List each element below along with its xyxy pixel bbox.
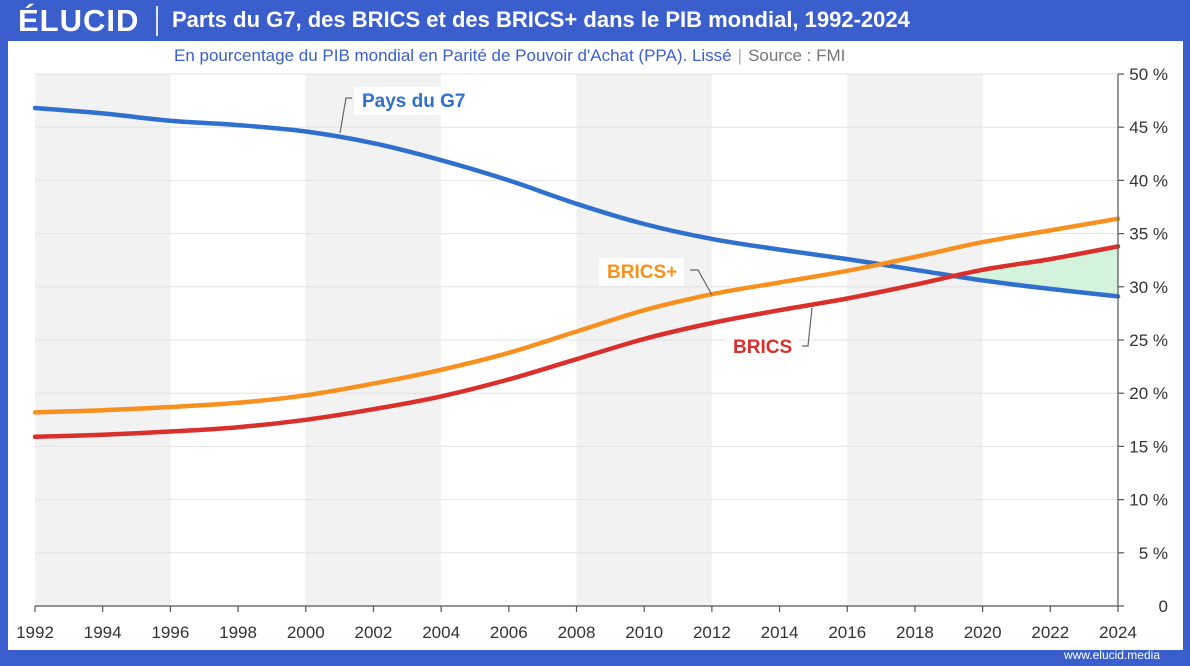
y-tick-label-8: 40 % [1129, 171, 1168, 190]
x-tick-label-1: 1994 [84, 623, 122, 642]
x-tick-label-13: 2018 [896, 623, 934, 642]
x-tick-label-5: 2002 [355, 623, 393, 642]
label-brics-plus: BRICS+ [607, 262, 677, 283]
label-brics-bg [725, 333, 799, 361]
logo[interactable]: ÉLUCID [18, 3, 140, 38]
label-g7: Pays du G7 [362, 91, 466, 112]
gap-highlight [948, 246, 1118, 297]
y-tick-label-4: 20 % [1129, 384, 1168, 403]
y-tick-label-9: 45 % [1129, 118, 1168, 137]
leader-brics-plus [690, 269, 713, 296]
chart-subtitle: En pourcentage du PIB mondial en Parité … [174, 46, 845, 66]
series-annotations: Pays du G7 BRICS+ BRICS [339, 87, 813, 361]
y-tick-label-2: 10 % [1129, 491, 1168, 510]
x-tick-label-4: 2000 [287, 623, 325, 642]
x-tick-label-16: 2024 [1099, 623, 1137, 642]
y-tick-label-7: 35 % [1129, 225, 1168, 244]
y-tick-label-0: 0 [1159, 597, 1168, 616]
series-lines [32, 105, 1121, 440]
label-brics: BRICS [733, 337, 792, 358]
label-g7-bg [354, 87, 485, 115]
x-tick-label-14: 2020 [964, 623, 1002, 642]
label-brics-plus-bg [599, 258, 684, 286]
subtitle-text: En pourcentage du PIB mondial en Parité … [174, 46, 732, 65]
gridlines [35, 73, 1118, 554]
gap-area [948, 246, 1118, 297]
y-tick-label-10: 50 % [1129, 65, 1168, 84]
x-tick-label-7: 2006 [490, 623, 528, 642]
x-tick-label-0: 1992 [16, 623, 54, 642]
x-tick-label-15: 2022 [1031, 623, 1069, 642]
leader-g7 [339, 97, 352, 134]
x-tick-label-9: 2010 [625, 623, 663, 642]
subtitle-separator: | [737, 46, 743, 65]
axes [34, 73, 1124, 612]
x-tick-labels: 1992 1994 1996 1998 2000 2002 2004 2006 2008 2010… [16, 623, 1137, 642]
x-tick-label-8: 2008 [558, 623, 596, 642]
y-tick-label-3: 15 % [1129, 437, 1168, 456]
header: ÉLUCID Parts du G7, des BRICS et des BRI… [0, 0, 1190, 41]
y-tick-label-5: 25 % [1129, 331, 1168, 350]
y-tick-label-1: 5 % [1139, 544, 1168, 563]
x-tick-label-6: 2004 [422, 623, 460, 642]
chart-title: Parts du G7, des BRICS et des BRICS+ dan… [172, 7, 910, 32]
leader-brics [802, 307, 813, 347]
x-tick-label-3: 1998 [219, 623, 257, 642]
logo-separator [156, 6, 158, 36]
footer-url[interactable]: www.elucid.media [1063, 648, 1160, 662]
x-tick-label-2: 1996 [151, 623, 189, 642]
source-text: Source : FMI [748, 46, 846, 65]
y-tick-label-6: 30 % [1129, 278, 1168, 297]
x-tick-label-11: 2014 [761, 623, 799, 642]
y-tick-labels: 0 5 % 10 % 15 % 20 % 25 % 30 % 35 % 40 % 45 % 50 % [1129, 65, 1168, 616]
x-tick-label-10: 2012 [693, 623, 731, 642]
x-tick-label-12: 2016 [828, 623, 866, 642]
